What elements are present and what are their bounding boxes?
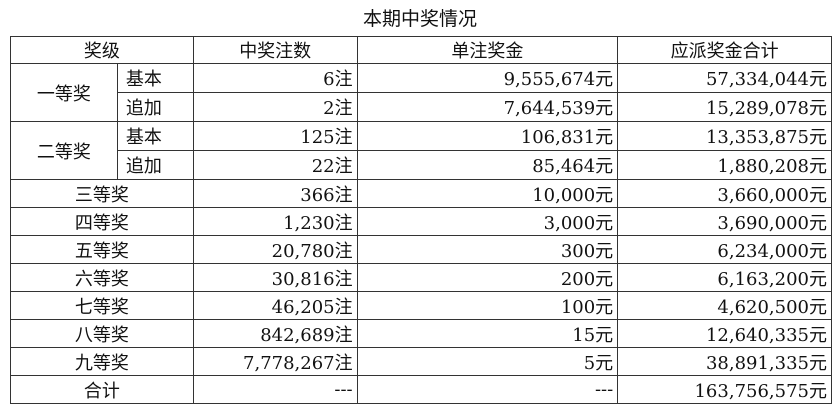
winner-count: 7,778,267注 xyxy=(192,347,358,376)
total-prize: 163,756,575元 xyxy=(617,375,832,404)
table-row: 六等奖 30,816注 200元 6,163,200元 xyxy=(10,263,832,292)
prize-level: 七等奖 xyxy=(10,291,194,320)
total-prize: 3,660,000元 xyxy=(617,179,832,208)
winner-count: 6注 xyxy=(192,63,358,93)
unit-prize: 7,644,539元 xyxy=(356,92,619,122)
table-row: 七等奖 46,205注 100元 4,620,500元 xyxy=(10,291,832,320)
header-count: 中奖注数 xyxy=(192,36,358,64)
winner-count: 22注 xyxy=(192,150,358,180)
winner-count: 30,816注 xyxy=(192,263,358,292)
table-header-row: 奖级 中奖注数 单注奖金 应派奖金合计 xyxy=(10,36,832,64)
winner-count: 125注 xyxy=(192,121,358,151)
total-prize: 3,690,000元 xyxy=(617,207,832,236)
winner-count: 842,689注 xyxy=(192,319,358,348)
unit-prize: 5元 xyxy=(356,347,619,376)
total-prize: 1,880,208元 xyxy=(617,150,832,180)
prize-level: 二等奖 xyxy=(10,121,118,180)
total-prize: 6,163,200元 xyxy=(617,263,832,292)
unit-prize: 106,831元 xyxy=(356,121,619,151)
prize-subtype: 基本 xyxy=(116,63,194,93)
prize-level: 三等奖 xyxy=(10,179,194,208)
winner-count: 46,205注 xyxy=(192,291,358,320)
unit-prize: 100元 xyxy=(356,291,619,320)
table-row: 五等奖 20,780注 300元 6,234,000元 xyxy=(10,235,832,264)
prize-level: 四等奖 xyxy=(10,207,194,236)
winner-count: --- xyxy=(192,375,358,404)
table-row: 九等奖 7,778,267注 5元 38,891,335元 xyxy=(10,347,832,376)
table-row: 二等奖 基本 125注 106,831元 13,353,875元 xyxy=(10,121,832,180)
total-prize: 4,620,500元 xyxy=(617,291,832,320)
winner-count: 2注 xyxy=(192,92,358,122)
table-row: 四等奖 1,230注 3,000元 3,690,000元 xyxy=(10,207,832,236)
header-total: 应派奖金合计 xyxy=(617,36,832,64)
winner-count: 366注 xyxy=(192,179,358,208)
unit-prize: 85,464元 xyxy=(356,150,619,180)
unit-prize: 300元 xyxy=(356,235,619,264)
header-level: 奖级 xyxy=(10,36,194,64)
prize-level: 一等奖 xyxy=(10,63,118,122)
winner-count: 1,230注 xyxy=(192,207,358,236)
table-row: 追加 22注 85,464元 1,880,208元 xyxy=(11,150,832,180)
table-row: 追加 2注 7,644,539元 15,289,078元 xyxy=(11,92,832,122)
total-prize: 13,353,875元 xyxy=(617,121,832,151)
table-row: 八等奖 842,689注 15元 12,640,335元 xyxy=(10,319,832,348)
page-title: 本期中奖情况 xyxy=(362,8,477,30)
unit-prize: 9,555,674元 xyxy=(356,63,619,93)
unit-prize: 10,000元 xyxy=(356,179,619,208)
table-row: 一等奖 基本 6注 9,555,674元 57,334,044元 xyxy=(10,63,832,122)
prize-level: 六等奖 xyxy=(10,263,194,292)
prize-subtype: 基本 xyxy=(116,121,194,151)
unit-prize: 15元 xyxy=(356,319,619,348)
unit-prize: 3,000元 xyxy=(356,207,619,236)
total-prize: 15,289,078元 xyxy=(617,92,832,122)
prize-table: 奖级 中奖注数 单注奖金 应派奖金合计 一等奖 基本 6注 9,555,674元 57,… xyxy=(10,36,832,404)
total-row: 合计 --- --- 163,756,575元 xyxy=(10,375,832,404)
prize-subtype: 追加 xyxy=(116,92,194,122)
total-prize: 12,640,335元 xyxy=(617,319,832,348)
total-prize: 57,334,044元 xyxy=(617,63,832,93)
prize-level: 九等奖 xyxy=(10,347,194,376)
total-prize: 38,891,335元 xyxy=(617,347,832,376)
unit-prize: 200元 xyxy=(356,263,619,292)
winner-count: 20,780注 xyxy=(192,235,358,264)
prize-subtype: 追加 xyxy=(116,150,194,180)
total-prize: 6,234,000元 xyxy=(617,235,832,264)
table-row: 三等奖 366注 10,000元 3,660,000元 xyxy=(10,179,832,208)
prize-level: 合计 xyxy=(10,375,194,404)
header-prize: 单注奖金 xyxy=(356,36,619,64)
prize-level: 五等奖 xyxy=(10,235,194,264)
unit-prize: --- xyxy=(356,375,619,404)
prize-level: 八等奖 xyxy=(10,319,194,348)
